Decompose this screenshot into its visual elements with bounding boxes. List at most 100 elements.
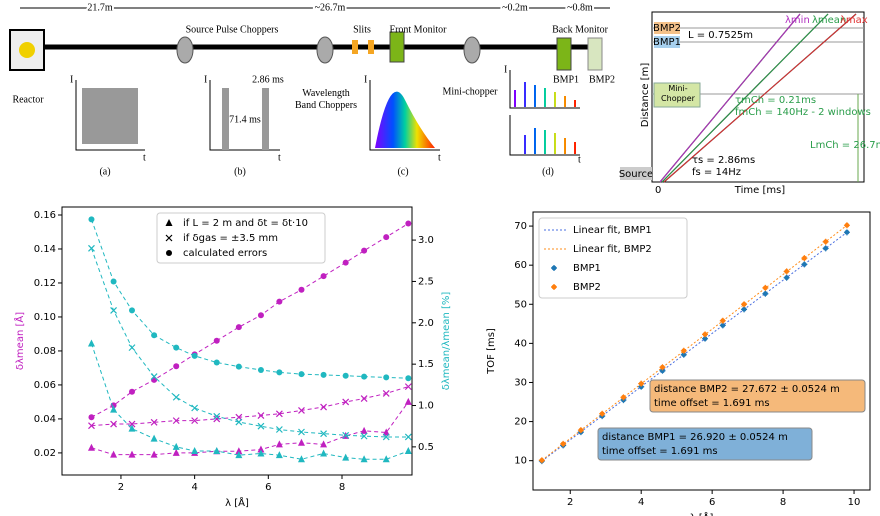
monitor [556, 37, 572, 71]
monitor [389, 31, 405, 63]
marker [151, 376, 158, 383]
axis-label: I [364, 74, 367, 85]
marker [342, 398, 350, 406]
marker [360, 432, 368, 440]
axis-label: Time [ms] [734, 185, 786, 196]
marker [719, 317, 726, 324]
label: τmCh = 0.21ms [735, 95, 816, 106]
plot-frame [532, 211, 871, 491]
axis-label: Distance [m] [640, 63, 651, 128]
y2-tick-label: 2.5 [418, 276, 434, 287]
marker [741, 301, 748, 308]
marker [257, 422, 265, 430]
y-tick-label: 0.12 [34, 278, 56, 289]
y-axis-label: TOF [ms] [486, 328, 497, 375]
marker [298, 406, 305, 414]
marker [166, 250, 172, 256]
marker [150, 434, 158, 442]
marker [213, 412, 221, 420]
legend-label: Linear fit, BMP1 [573, 225, 652, 236]
axis-label: 0 [655, 185, 661, 196]
axis-label: t [578, 154, 581, 165]
marker [165, 219, 173, 226]
x-axis-label: λ [Å] [225, 496, 249, 509]
monitor [587, 37, 603, 71]
tag [654, 36, 680, 48]
annotation: time offset = 1.691 ms [654, 398, 770, 409]
marker [257, 412, 265, 419]
marker [783, 274, 790, 281]
mini-axes [75, 70, 580, 156]
chopper [316, 36, 334, 64]
label: τs = 2.86ms [692, 155, 755, 166]
marker [360, 395, 368, 402]
y2-tick-label: 1.0 [418, 401, 434, 412]
marker [783, 268, 790, 275]
y2-tick-label: 2.0 [418, 318, 434, 329]
label: λmin [785, 15, 810, 26]
marker [128, 424, 136, 432]
y2-tick-label: 0.5 [418, 442, 434, 453]
legend-box [538, 217, 688, 299]
annotation-box [597, 427, 813, 461]
x-tick-label: 2 [118, 482, 124, 493]
marker [88, 422, 95, 430]
marker [599, 410, 606, 417]
marker [150, 373, 158, 380]
marker [551, 265, 557, 271]
y-tick-label: 0.16 [34, 210, 56, 221]
legend-label: BMP1 [573, 263, 601, 274]
axis-label: I [70, 74, 73, 85]
annotation: time offset = 1.691 ms [602, 446, 718, 457]
marker [404, 383, 412, 391]
y-tick-label: 70 [514, 221, 527, 232]
marker [383, 234, 390, 241]
marker [275, 410, 283, 418]
series-line [91, 248, 409, 438]
y-tick-label: 0.08 [34, 346, 56, 357]
y2-tick-label: 3.0 [418, 235, 434, 246]
marker [213, 415, 221, 423]
marker [404, 397, 412, 405]
beamline-diagram: 21.7m ~26.7m ~0.2m ~0.8m Reactor Source … [9, 0, 615, 177]
marker [762, 290, 769, 297]
marker [762, 284, 769, 291]
marker [173, 363, 180, 370]
legend-label: if L = 2 m and δt = δt·10 [183, 218, 308, 229]
annotation: distance BMP2 = 27.672 ± 0.0524 m [654, 384, 840, 395]
y-tick-label: 40 [514, 338, 527, 349]
marker [151, 332, 158, 339]
marker [404, 447, 412, 455]
y-axis-label: δλmean [Å] [13, 312, 26, 370]
marker [405, 375, 412, 382]
distance: 21.7m [87, 2, 113, 13]
pulse-shape [262, 88, 269, 150]
marker [382, 428, 390, 436]
marker [801, 255, 808, 262]
tag [653, 82, 701, 108]
y-tick-label: 0.04 [34, 414, 56, 425]
label: λmax [840, 15, 868, 26]
label: λmean [812, 15, 846, 26]
marker [110, 306, 118, 314]
marker [320, 371, 327, 378]
marker [382, 455, 390, 463]
marker [235, 363, 242, 370]
marker [361, 373, 368, 380]
x-tick-label: 10 [848, 497, 861, 508]
marker [235, 324, 242, 331]
marker [538, 457, 545, 464]
marker [638, 380, 645, 387]
marker [577, 427, 584, 434]
label: Reactor [12, 94, 44, 105]
marker [88, 244, 95, 252]
marker [297, 438, 305, 446]
x-tick-label: 4 [638, 497, 644, 508]
marker [129, 307, 135, 314]
panel-label: (a) [99, 166, 110, 177]
marker [560, 440, 567, 447]
marker [213, 359, 220, 366]
label: Mini-chopper [443, 86, 499, 97]
series-line [541, 224, 848, 461]
marker [191, 417, 199, 425]
